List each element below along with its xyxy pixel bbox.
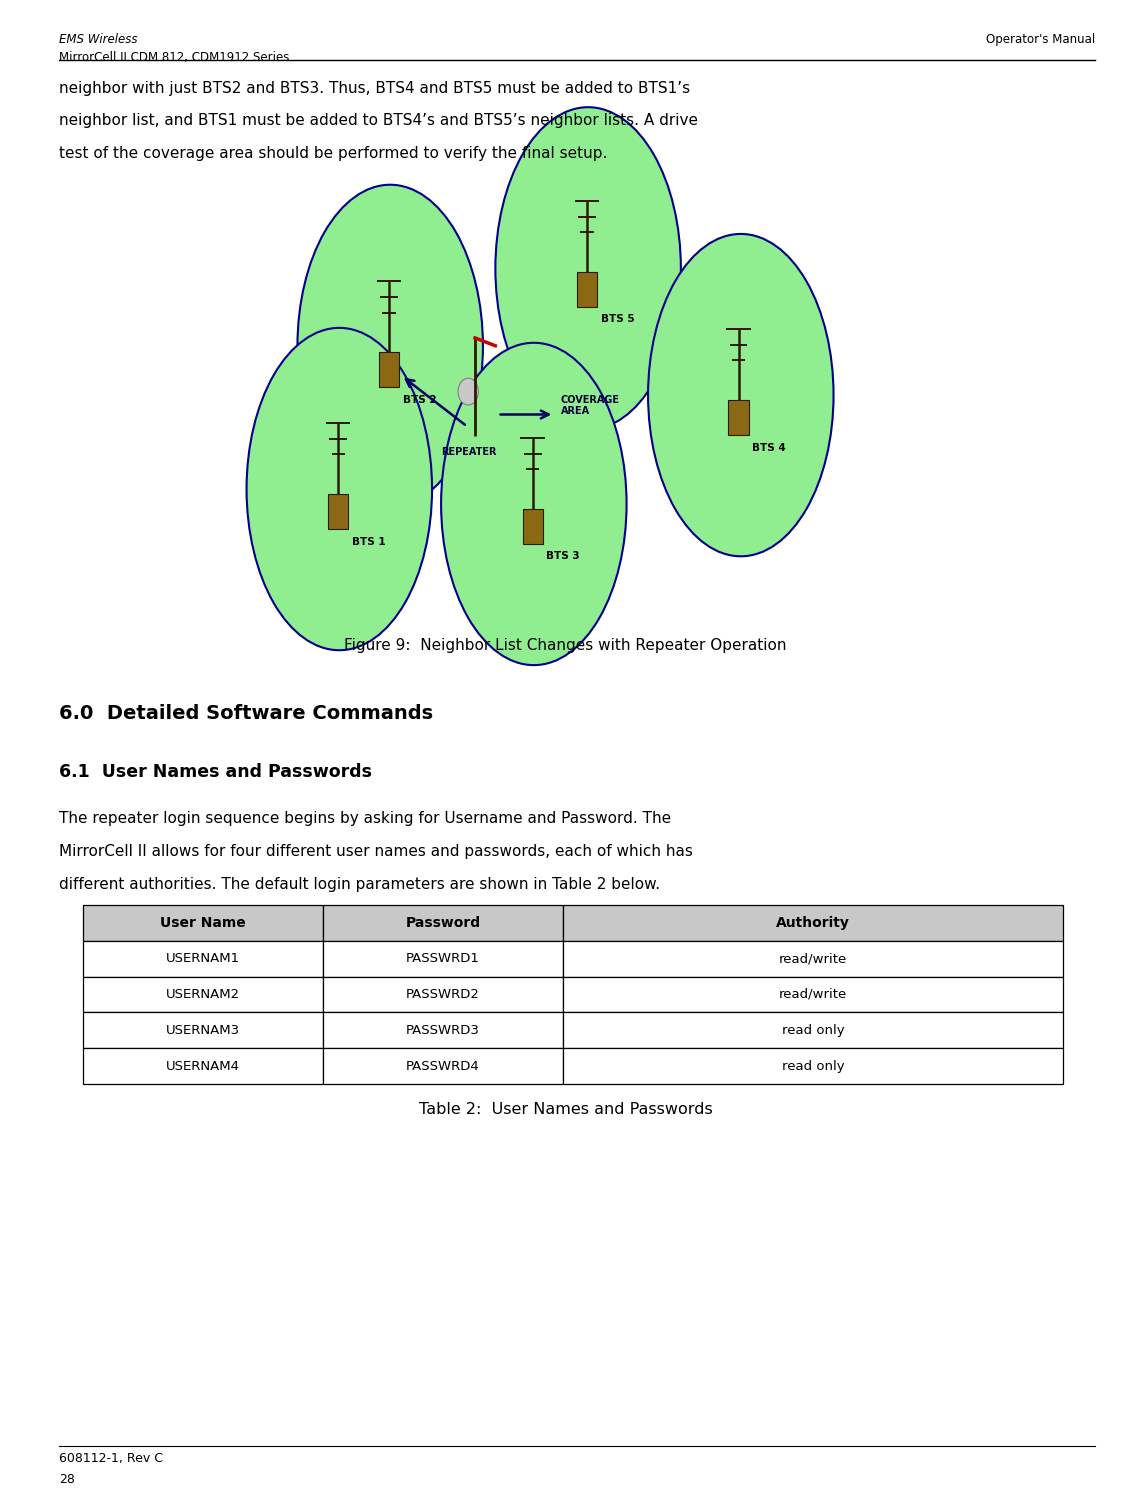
Bar bbox=[563, 977, 1063, 1012]
Text: Figure 9:  Neighbor List Changes with Repeater Operation: Figure 9: Neighbor List Changes with Rep… bbox=[344, 638, 787, 653]
Text: COVERAGE
AREA: COVERAGE AREA bbox=[561, 395, 620, 416]
Ellipse shape bbox=[247, 328, 432, 650]
Text: read/write: read/write bbox=[779, 989, 847, 1000]
Text: Password: Password bbox=[405, 915, 481, 930]
Ellipse shape bbox=[648, 234, 834, 556]
Bar bbox=[83, 941, 322, 977]
Bar bbox=[83, 1048, 322, 1084]
Bar bbox=[523, 508, 543, 544]
Text: MirrorCell II CDM 812, CDM1912 Series: MirrorCell II CDM 812, CDM1912 Series bbox=[59, 51, 290, 64]
Bar bbox=[322, 977, 563, 1012]
Bar bbox=[379, 352, 399, 388]
Text: Table 2:  User Names and Passwords: Table 2: User Names and Passwords bbox=[418, 1102, 713, 1117]
Bar bbox=[328, 494, 348, 529]
Bar bbox=[728, 400, 749, 435]
Bar bbox=[563, 1012, 1063, 1048]
Bar bbox=[563, 1048, 1063, 1084]
Text: 608112-1, Rev C: 608112-1, Rev C bbox=[59, 1452, 163, 1466]
Text: BTS 4: BTS 4 bbox=[752, 443, 786, 453]
Text: BTS 2: BTS 2 bbox=[403, 395, 437, 406]
Text: 6.0  Detailed Software Commands: 6.0 Detailed Software Commands bbox=[59, 704, 433, 723]
Text: read only: read only bbox=[782, 1024, 845, 1036]
Bar bbox=[322, 1048, 563, 1084]
Text: read only: read only bbox=[782, 1060, 845, 1072]
Bar bbox=[322, 1012, 563, 1048]
Text: neighbor with just BTS2 and BTS3. Thus, BTS4 and BTS5 must be added to BTS1’s: neighbor with just BTS2 and BTS3. Thus, … bbox=[59, 81, 690, 95]
Text: BTS 5: BTS 5 bbox=[601, 315, 634, 325]
Bar bbox=[83, 1012, 322, 1048]
Text: PASSWRD1: PASSWRD1 bbox=[406, 953, 480, 965]
Circle shape bbox=[458, 379, 478, 406]
Bar bbox=[322, 905, 563, 941]
Text: read/write: read/write bbox=[779, 953, 847, 965]
Ellipse shape bbox=[441, 343, 627, 665]
Bar bbox=[577, 271, 597, 307]
Text: neighbor list, and BTS1 must be added to BTS4’s and BTS5’s neighbor lists. A dri: neighbor list, and BTS1 must be added to… bbox=[59, 113, 698, 128]
Text: Authority: Authority bbox=[776, 915, 851, 930]
Text: BTS 1: BTS 1 bbox=[352, 537, 386, 547]
Bar bbox=[83, 977, 322, 1012]
Text: The repeater login sequence begins by asking for Username and Password. The: The repeater login sequence begins by as… bbox=[59, 811, 671, 826]
Text: 6.1  User Names and Passwords: 6.1 User Names and Passwords bbox=[59, 763, 372, 781]
Text: PASSWRD2: PASSWRD2 bbox=[406, 989, 480, 1000]
Text: USERNAM2: USERNAM2 bbox=[165, 989, 240, 1000]
Text: USERNAM1: USERNAM1 bbox=[165, 953, 240, 965]
Text: 28: 28 bbox=[59, 1473, 75, 1487]
Text: Operator's Manual: Operator's Manual bbox=[985, 33, 1095, 46]
Text: PASSWRD4: PASSWRD4 bbox=[406, 1060, 480, 1072]
Text: test of the coverage area should be performed to verify the final setup.: test of the coverage area should be perf… bbox=[59, 146, 607, 161]
Bar bbox=[563, 941, 1063, 977]
Text: PASSWRD3: PASSWRD3 bbox=[406, 1024, 480, 1036]
Text: User Name: User Name bbox=[159, 915, 245, 930]
Ellipse shape bbox=[495, 107, 681, 429]
Bar bbox=[322, 941, 563, 977]
Text: BTS 3: BTS 3 bbox=[546, 552, 580, 562]
Text: REPEATER: REPEATER bbox=[441, 447, 497, 458]
Ellipse shape bbox=[297, 185, 483, 507]
Text: MirrorCell II allows for four different user names and passwords, each of which : MirrorCell II allows for four different … bbox=[59, 844, 692, 859]
Text: USERNAM4: USERNAM4 bbox=[165, 1060, 240, 1072]
Text: EMS Wireless: EMS Wireless bbox=[59, 33, 137, 46]
Text: different authorities. The default login parameters are shown in Table 2 below.: different authorities. The default login… bbox=[59, 877, 659, 892]
Text: USERNAM3: USERNAM3 bbox=[165, 1024, 240, 1036]
Bar bbox=[83, 905, 322, 941]
Bar bbox=[563, 905, 1063, 941]
